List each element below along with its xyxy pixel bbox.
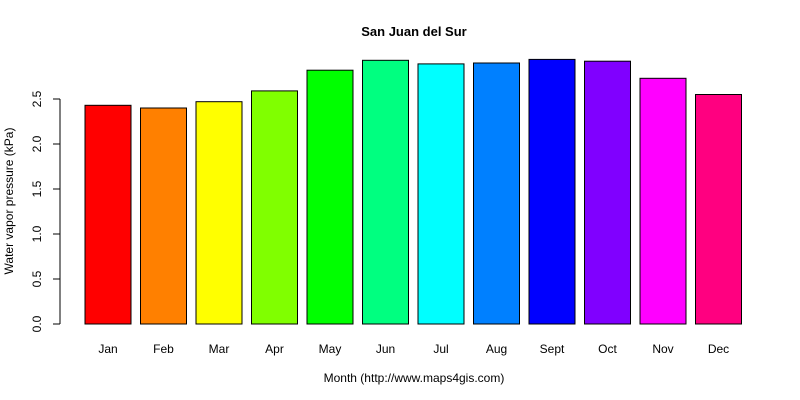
x-tick-label: Apr <box>265 342 284 356</box>
bar-apr <box>251 90 298 325</box>
x-tick-label: Jun <box>376 342 395 356</box>
x-tick-label: Jan <box>98 342 117 356</box>
bar-aug <box>473 62 520 325</box>
x-tick-label: Jul <box>433 342 448 356</box>
y-tick-label: 2.5 <box>30 90 44 107</box>
y-tick-label: 0.5 <box>30 270 44 287</box>
bar-jun <box>362 59 409 325</box>
y-tick-label: 1.0 <box>30 225 44 242</box>
bar-dec <box>695 94 742 325</box>
x-axis-label: Month (http://www.maps4gis.com) <box>324 371 505 385</box>
chart-title: San Juan del Sur <box>361 24 466 39</box>
bar-nov <box>639 77 687 325</box>
bar-jul <box>417 63 465 325</box>
x-tick-label: Nov <box>652 342 673 356</box>
x-tick-label: Dec <box>708 342 729 356</box>
bar-mar <box>195 101 243 325</box>
x-tick-label: Oct <box>598 342 617 356</box>
x-tick-label: Sept <box>540 342 565 356</box>
bar-oct <box>584 60 631 325</box>
x-axis-labels: Jan Feb Mar Apr May Jun Jul Aug Sept Oct Nov Dec <box>98 342 729 356</box>
y-axis-label: Water vapor pressure (kPa) <box>2 128 16 275</box>
y-axis: 0.0 0.5 1.0 1.5 2.0 2.5 <box>30 90 61 332</box>
bar-jan <box>84 104 132 325</box>
y-tick-label: 0.0 <box>30 315 44 332</box>
bars-group <box>84 58 742 325</box>
bar-sept <box>528 58 576 325</box>
x-tick-label: May <box>319 342 342 356</box>
bar-feb <box>140 107 187 325</box>
y-tick-label: 2.0 <box>30 135 44 152</box>
x-tick-label: Mar <box>209 342 230 356</box>
bar-may <box>306 69 354 325</box>
y-tick-label: 1.5 <box>30 180 44 197</box>
x-tick-label: Feb <box>153 342 174 356</box>
x-tick-label: Aug <box>486 342 507 356</box>
